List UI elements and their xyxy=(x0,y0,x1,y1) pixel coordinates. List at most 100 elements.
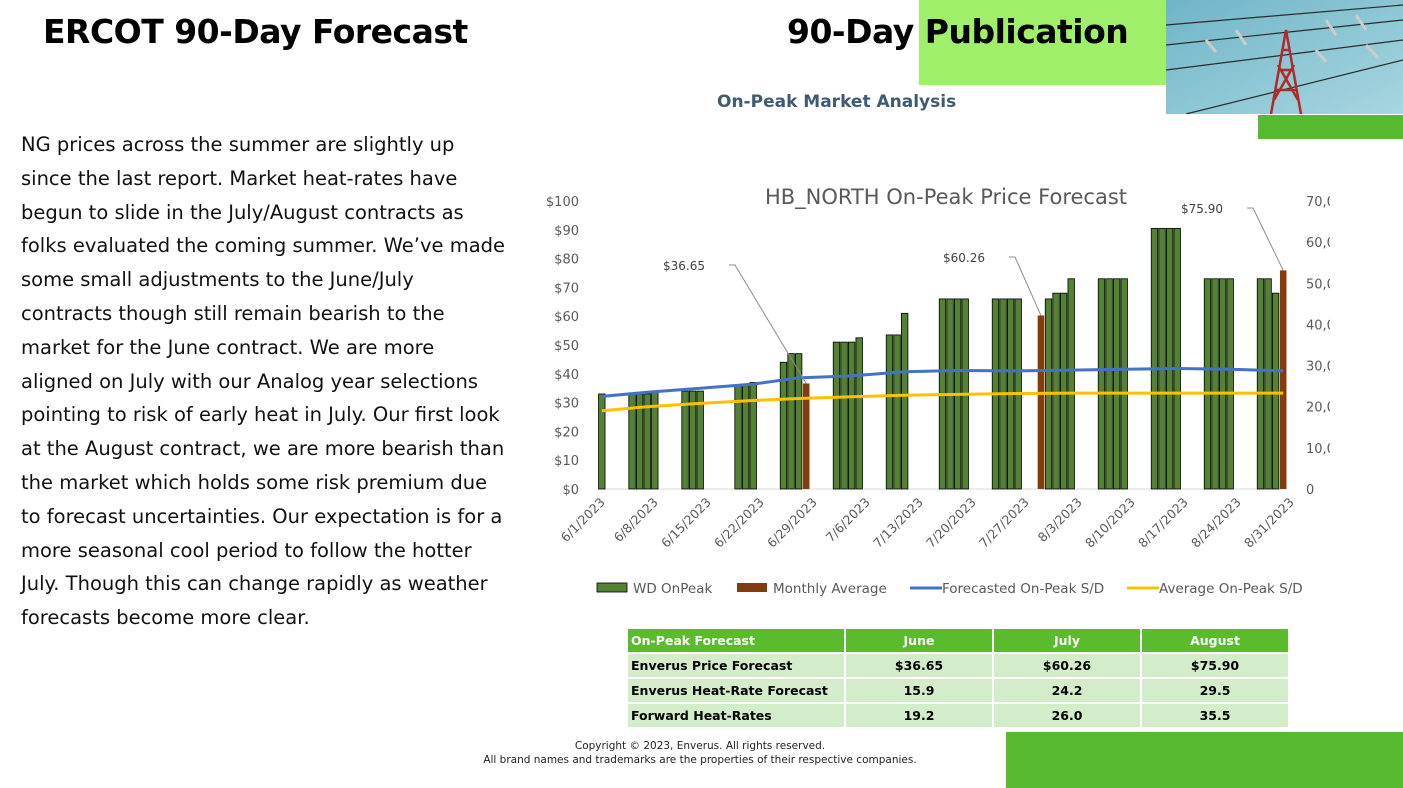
wd-onpeak-bar xyxy=(1112,278,1121,490)
y-right-tick-label: 30,000 xyxy=(1306,360,1330,375)
table-row: Enverus Heat-Rate Forecast 15.9 24.2 29.… xyxy=(628,679,1288,702)
x-tick-label: 6/1/2023 xyxy=(558,495,608,545)
y-right-tick-label: 60,000 xyxy=(1306,236,1330,251)
forecast-table: On-Peak Forecast June July August Enveru… xyxy=(626,627,1290,729)
wd-onpeak-bar xyxy=(696,390,704,490)
table-cell: 15.9 xyxy=(846,679,992,702)
x-tick-label: 8/10/2023 xyxy=(1082,495,1138,551)
legend-label: WD OnPeak xyxy=(633,581,712,597)
wd-onpeak-bar xyxy=(893,334,901,490)
table-cell: $75.90 xyxy=(1142,654,1288,677)
monthly-average-bar xyxy=(802,383,810,489)
y-right-tick-label: 70,000 xyxy=(1306,195,1330,210)
table-cell: Enverus Price Forecast xyxy=(628,654,844,677)
y-left-tick-label: $80 xyxy=(554,253,579,268)
table-header: August xyxy=(1142,629,1288,652)
y-left-tick-label: $40 xyxy=(554,368,579,383)
copyright-footer: Copyright © 2023, Enverus. All rights re… xyxy=(470,739,930,767)
y-left-tick-label: $10 xyxy=(554,454,579,469)
callout-leader xyxy=(1009,256,1042,316)
wd-onpeak-bar xyxy=(787,353,795,490)
table-cell: $60.26 xyxy=(994,654,1140,677)
chart-title: HB_NORTH On-Peak Price Forecast xyxy=(765,185,1127,210)
x-tick-label: 8/3/2023 xyxy=(1035,495,1085,545)
wd-onpeak-bar xyxy=(885,334,894,490)
table-cell: Enverus Heat-Rate Forecast xyxy=(628,679,844,702)
x-tick-label: 7/27/2023 xyxy=(976,495,1032,551)
y-left-tick-label: $60 xyxy=(554,310,579,325)
table-header: On-Peak Forecast xyxy=(628,629,844,652)
wd-onpeak-bar xyxy=(1226,278,1234,490)
wd-onpeak-bar xyxy=(1059,292,1068,490)
legend-swatch xyxy=(596,582,628,593)
trademark-line: All brand names and trademarks are the p… xyxy=(483,754,917,766)
table-row: Enverus Price Forecast $36.65 $60.26 $75… xyxy=(628,654,1288,677)
y-left-tick-label: $20 xyxy=(554,425,579,440)
legend-label: Monthly Average xyxy=(773,581,887,597)
x-tick-label: 7/20/2023 xyxy=(923,495,979,551)
table-header: July xyxy=(994,629,1140,652)
wd-onpeak-bar xyxy=(1218,278,1227,490)
y-left-tick-label: $0 xyxy=(562,483,579,498)
wd-onpeak-bar xyxy=(1203,278,1212,490)
table-cell: 24.2 xyxy=(994,679,1140,702)
data-label: $75.90 xyxy=(1181,202,1223,216)
y-right-tick-label: 0 xyxy=(1306,483,1314,498)
monthly-average-bar xyxy=(1037,315,1045,489)
x-tick-label: 7/13/2023 xyxy=(870,495,926,551)
y-left-tick-label: $90 xyxy=(554,224,579,239)
table-row: Forward Heat-Rates 19.2 26.0 35.5 xyxy=(628,704,1288,727)
wd-onpeak-bar xyxy=(1150,227,1159,490)
legend-label: Forecasted On-Peak S/D xyxy=(942,581,1104,597)
wd-onpeak-bar xyxy=(681,390,689,490)
data-label: $60.26 xyxy=(943,251,985,265)
forecasted-sd-line xyxy=(601,366,1284,398)
wd-onpeak-bar xyxy=(1173,227,1181,490)
page-title: ERCOT 90-Day Forecast xyxy=(43,12,468,51)
average-sd-line xyxy=(601,391,1284,413)
x-tick-label: 8/31/2023 xyxy=(1241,495,1297,551)
wd-onpeak-bar xyxy=(749,382,757,490)
x-tick-label: 6/22/2023 xyxy=(711,495,767,551)
x-tick-label: 6/15/2023 xyxy=(658,495,714,551)
price-forecast-chart: HB_NORTH On-Peak Price Forecast $0 $10 $20 $… xyxy=(546,185,1330,597)
copyright-line: Copyright © 2023, Enverus. All rights re… xyxy=(574,740,826,752)
power-tower-image xyxy=(1166,0,1403,114)
x-tick-label: 8/17/2023 xyxy=(1135,495,1191,551)
wd-onpeak-bar xyxy=(1158,227,1166,490)
wd-onpeak-bar xyxy=(832,341,841,490)
data-label: $36.65 xyxy=(663,259,705,273)
wd-onpeak-bar xyxy=(840,341,848,490)
wd-onpeak-bar xyxy=(1067,278,1075,490)
y-right-tick-label: 50,000 xyxy=(1306,277,1330,292)
wd-onpeak-bar xyxy=(598,393,606,490)
y-left-tick-label: $30 xyxy=(554,397,579,412)
section-subtitle: On-Peak Market Analysis xyxy=(717,92,957,112)
x-tick-label: 6/29/2023 xyxy=(764,495,820,551)
legend-swatch xyxy=(737,583,767,592)
table-cell: 29.5 xyxy=(1142,679,1288,702)
y-left-tick-label: $70 xyxy=(554,281,579,296)
wd-onpeak-bar xyxy=(794,353,803,490)
table-header-row: On-Peak Forecast June July August xyxy=(628,629,1288,652)
wd-onpeak-bar xyxy=(1120,278,1128,490)
wd-onpeak-bar xyxy=(643,393,651,490)
monthly-average-bar xyxy=(1279,270,1287,489)
publication-title: 90-Day Publication xyxy=(787,12,1129,51)
wd-onpeak-bar xyxy=(1052,292,1060,490)
wd-onpeak-bar xyxy=(1165,227,1174,490)
x-tick-label: 7/6/2023 xyxy=(823,495,873,545)
y-right-tick-label: 40,000 xyxy=(1306,318,1330,333)
wd-onpeak-bar xyxy=(779,361,788,490)
y-right-tick-label: 10,000 xyxy=(1306,442,1330,457)
wd-onpeak-bar xyxy=(900,312,909,490)
wd-onpeak-bar xyxy=(688,390,697,490)
footer-accent-block xyxy=(1006,732,1403,788)
x-tick-label: 6/8/2023 xyxy=(611,495,661,545)
table-cell: Forward Heat-Rates xyxy=(628,704,844,727)
side-accent-strip xyxy=(1258,115,1403,139)
wd-onpeak-bar xyxy=(847,341,856,490)
table-cell: $36.65 xyxy=(846,654,992,677)
table-cell: 35.5 xyxy=(1142,704,1288,727)
callout-leader xyxy=(729,264,807,384)
